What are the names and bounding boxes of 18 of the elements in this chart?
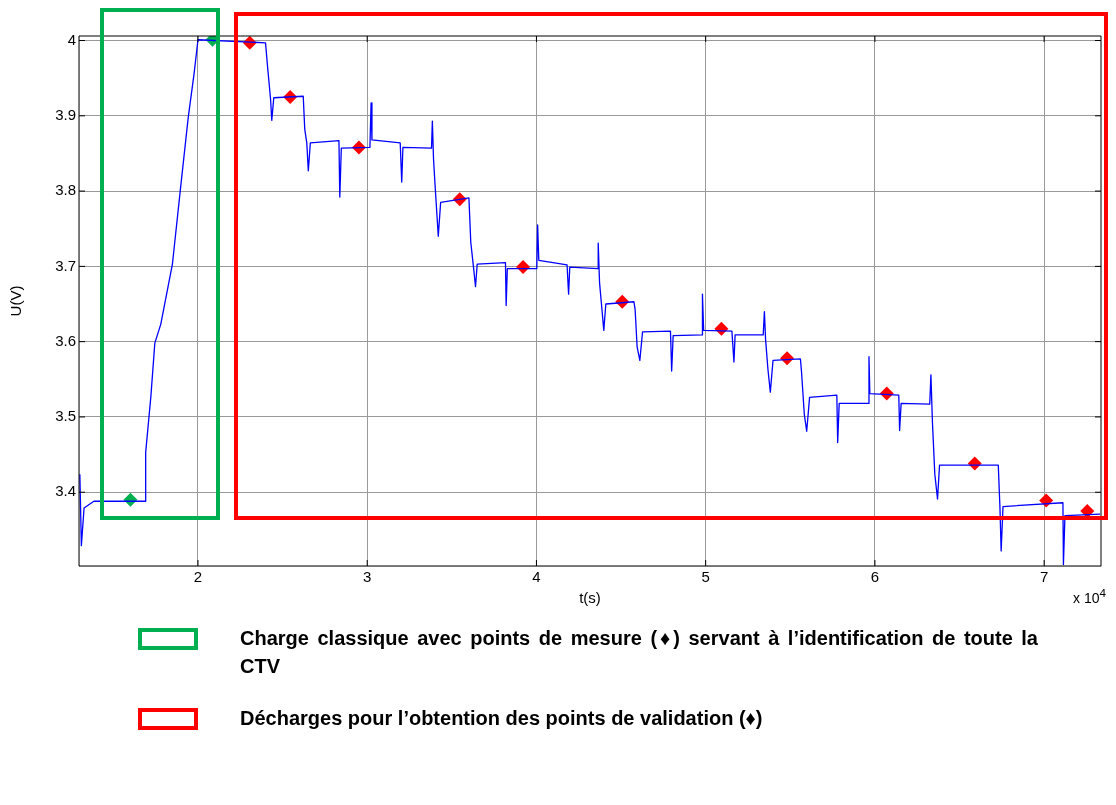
y-axis-title: U(V) <box>7 285 25 317</box>
x-axis-title: t(s) <box>579 589 601 607</box>
legend-label: Charge classique avec points de mesure (♦) servant à l’identification de toute la CTV <box>240 626 1038 679</box>
y-tick-label: 4 <box>67 30 76 48</box>
y-tick-label: 3.7 <box>55 256 76 274</box>
legend-label: Décharges pour l’obtention des points de validation (♦) <box>240 706 763 731</box>
y-tick-label: 3.9 <box>55 105 76 123</box>
y-tick-label: 3.5 <box>55 407 76 425</box>
x-tick-label: 4 <box>532 568 541 586</box>
x-tick-label: 7 <box>1039 568 1049 586</box>
y-tick-label: 3.8 <box>55 181 76 199</box>
x-tick-label: 5 <box>701 568 710 586</box>
y-tick-label: 3.4 <box>55 482 76 500</box>
y-tick-label: 3.6 <box>55 331 76 349</box>
text: x 10$^{4}$ <box>1073 586 1106 606</box>
x-tick-label: 3 <box>363 568 372 586</box>
x-tick-label: 6 <box>870 568 880 586</box>
x-tick-label: 2 <box>193 568 203 586</box>
